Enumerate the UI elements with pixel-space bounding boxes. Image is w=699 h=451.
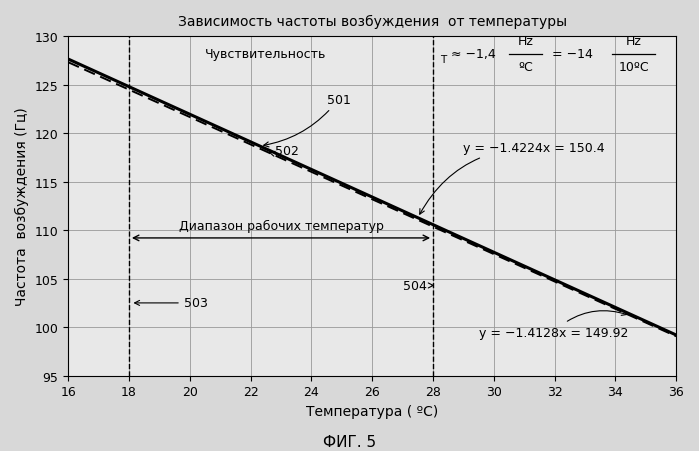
Text: 503: 503 (135, 297, 208, 310)
Text: ºC: ºC (518, 61, 533, 74)
Text: ≈ −1,4: ≈ −1,4 (452, 48, 496, 61)
Text: Hz: Hz (626, 35, 642, 48)
Text: ФИГ. 5: ФИГ. 5 (323, 434, 376, 450)
Text: 501: 501 (264, 93, 350, 147)
Text: y = −1.4224x = 150.4: y = −1.4224x = 150.4 (419, 142, 605, 215)
X-axis label: Температура ( ºC): Температура ( ºC) (306, 404, 438, 418)
Text: y = −1.4128x = 149.92: y = −1.4128x = 149.92 (479, 311, 628, 339)
Text: Чувствительность: Чувствительность (205, 48, 326, 61)
Text: T: T (440, 55, 446, 65)
Y-axis label: Частота  возбуждения (Гц): Частота возбуждения (Гц) (15, 107, 29, 306)
Text: Диапазон рабочих температур: Диапазон рабочих температур (178, 220, 384, 233)
Text: = −14: = −14 (552, 48, 592, 61)
Text: 10ºC: 10ºC (618, 61, 649, 74)
Text: 502: 502 (269, 145, 298, 158)
Text: 504: 504 (403, 279, 433, 292)
Text: Hz: Hz (518, 35, 533, 48)
Title: Зависимость частоты возбуждения  от температуры: Зависимость частоты возбуждения от темпе… (178, 15, 567, 29)
